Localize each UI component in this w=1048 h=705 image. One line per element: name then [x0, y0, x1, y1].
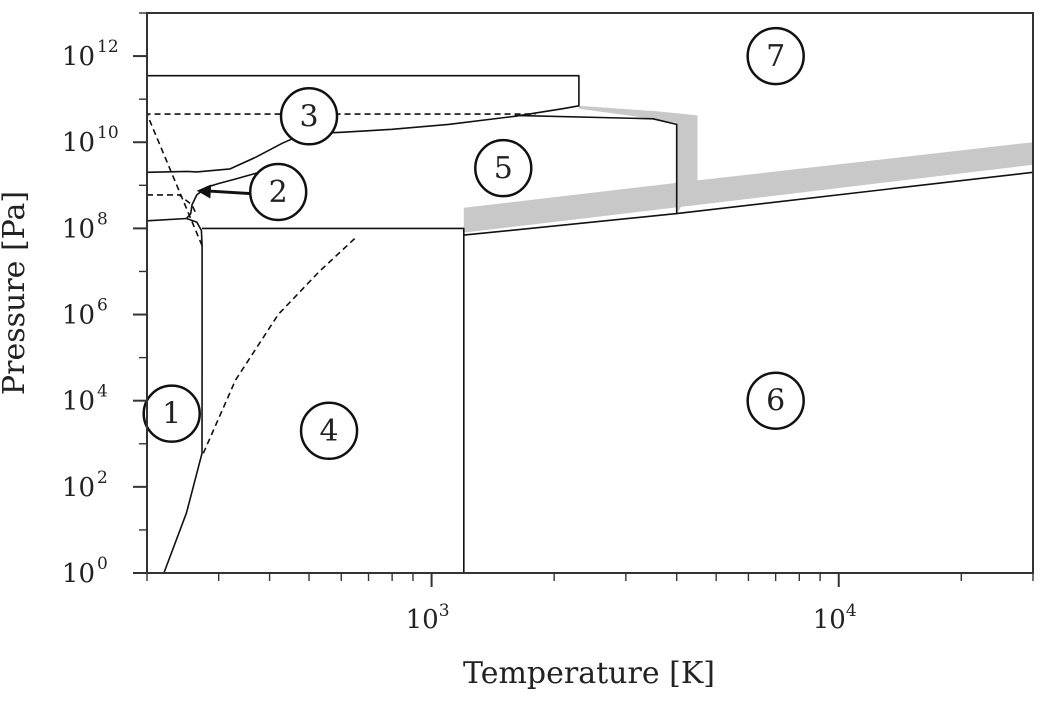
y-tick-label: 10 [62, 42, 95, 72]
region-circle-3 [279, 87, 339, 146]
y-tick-exponent: 0 [97, 554, 108, 574]
y-tick-label: 10 [62, 301, 95, 331]
region-label-7: 7 [766, 39, 785, 74]
region-label-3: 3 [299, 99, 318, 134]
phase-boundary-8 [202, 237, 356, 454]
arrow-shaft [202, 189, 256, 196]
region-label-6: 6 [766, 384, 785, 419]
plot-frame [146, 12, 1034, 574]
uncertainty-band-1 [463, 142, 1033, 233]
region-label-4: 4 [320, 414, 339, 449]
y-tick-label: 10 [62, 387, 95, 417]
region-circle-1 [142, 384, 201, 443]
y-tick-exponent: 10 [97, 123, 119, 143]
arrow-head [196, 184, 212, 199]
region-circle-4 [299, 401, 359, 461]
y-tick-exponent: 2 [97, 468, 108, 488]
region-circle-7 [746, 26, 805, 86]
y-tick-exponent: 12 [97, 37, 119, 57]
region-label-2: 2 [269, 175, 288, 210]
y-tick-label: 10 [62, 128, 95, 158]
y-tick-label: 10 [62, 214, 95, 244]
y-tick-exponent: 8 [97, 209, 108, 229]
region-circle-2 [248, 162, 308, 222]
region-circle-6 [746, 371, 805, 430]
y-axis-title: Pressure [Pa] [0, 191, 32, 395]
region-label-1: 1 [162, 397, 181, 432]
phase-boundary-9 [147, 194, 198, 216]
region-circle-5 [474, 138, 533, 198]
y-tick-exponent: 6 [97, 296, 108, 316]
phase-boundary-1 [146, 217, 203, 574]
phase-boundary-6 [514, 114, 678, 214]
phase-boundary-4 [202, 227, 465, 573]
uncertainty-band-2 [578, 105, 698, 214]
y-tick-label: 10 [62, 473, 95, 503]
y-tick-exponent: 4 [97, 382, 108, 402]
x-axis-title: Temperature [K] [463, 656, 715, 691]
y-tick-label: 10 [62, 559, 95, 589]
x-tick-label: 103 [406, 601, 450, 635]
region-label-5: 5 [494, 151, 513, 186]
x-tick-label: 104 [813, 601, 857, 635]
